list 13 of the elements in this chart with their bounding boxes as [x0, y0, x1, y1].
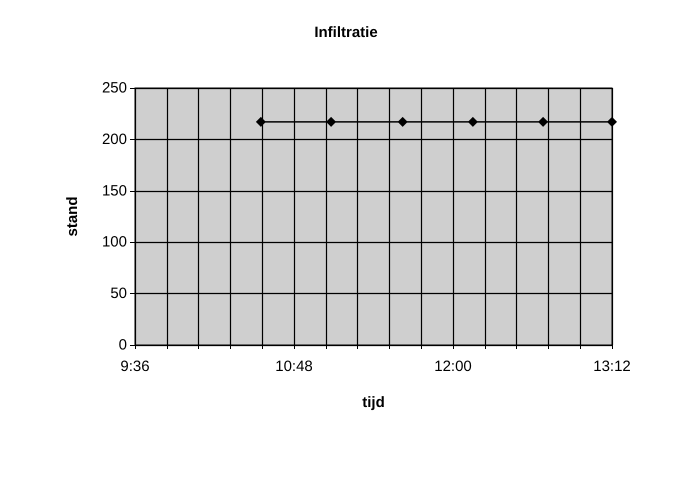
x-axis-title: tijd — [362, 394, 385, 411]
y-tick-label: 200 — [102, 130, 127, 148]
y-tick-label: 100 — [102, 234, 127, 251]
x-tick-label: 12:00 — [434, 358, 472, 375]
chart-title: Infiltratie — [314, 24, 378, 41]
y-tick-label: 150 — [102, 182, 127, 200]
y-tick-label: 50 — [110, 285, 127, 302]
x-tick-label: 9:36 — [120, 358, 150, 375]
x-tick-label: 10:48 — [275, 358, 313, 375]
y-tick-label: 0 — [118, 336, 127, 354]
y-axis-title: stand — [64, 196, 81, 237]
x-tick-label: 13:12 — [593, 358, 631, 375]
y-tick-label: 250 — [102, 80, 127, 96]
